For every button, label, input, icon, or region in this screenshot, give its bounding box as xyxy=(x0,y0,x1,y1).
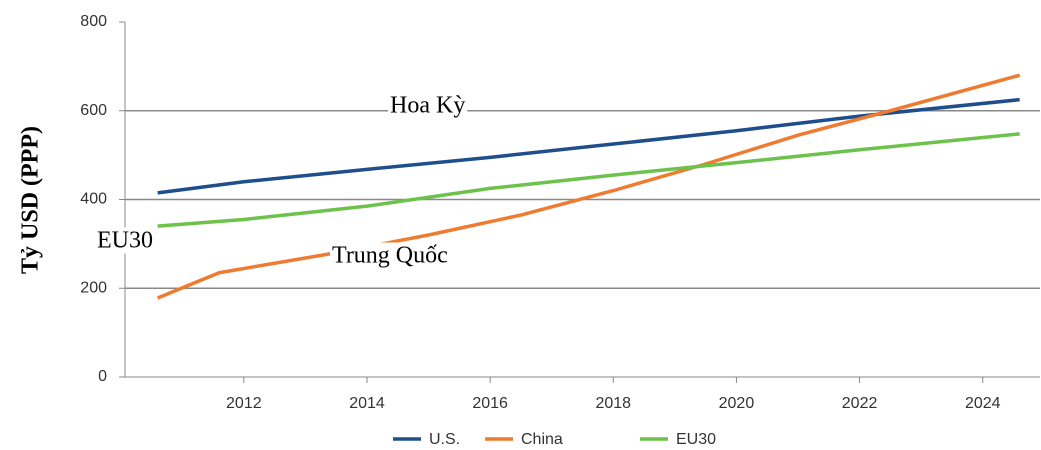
x-tick-label: 2018 xyxy=(595,395,631,412)
legend-label: EU30 xyxy=(676,431,716,448)
x-tick-label: 2020 xyxy=(719,395,755,412)
x-tick-label: 2016 xyxy=(472,395,508,412)
annotation: Trung Quốc xyxy=(332,243,448,269)
y-tick-label: 400 xyxy=(80,191,107,208)
y-tick-label: 800 xyxy=(80,13,107,30)
x-tick-label: 2014 xyxy=(349,395,385,412)
x-tick-label: 2022 xyxy=(842,395,878,412)
y-tick-label: 600 xyxy=(80,102,107,119)
annotation-bg xyxy=(330,242,450,269)
y-tick-label: 0 xyxy=(98,368,107,385)
x-tick-label: 2024 xyxy=(965,395,1001,412)
legend-label: U.S. xyxy=(429,431,460,448)
line xyxy=(157,132,1020,228)
legend-label: China xyxy=(521,431,563,448)
annotation-bg xyxy=(95,227,155,254)
line xyxy=(156,73,1021,300)
annotation: EU30 xyxy=(97,228,153,254)
annotation-bg xyxy=(388,92,468,119)
y-axis-label: Tỷ USD (PPP) xyxy=(18,126,44,274)
y-tick-label: 200 xyxy=(80,279,107,296)
annotation: Hoa Kỳ xyxy=(390,93,465,119)
line xyxy=(157,97,1020,195)
x-tick-label: 2012 xyxy=(226,395,262,412)
